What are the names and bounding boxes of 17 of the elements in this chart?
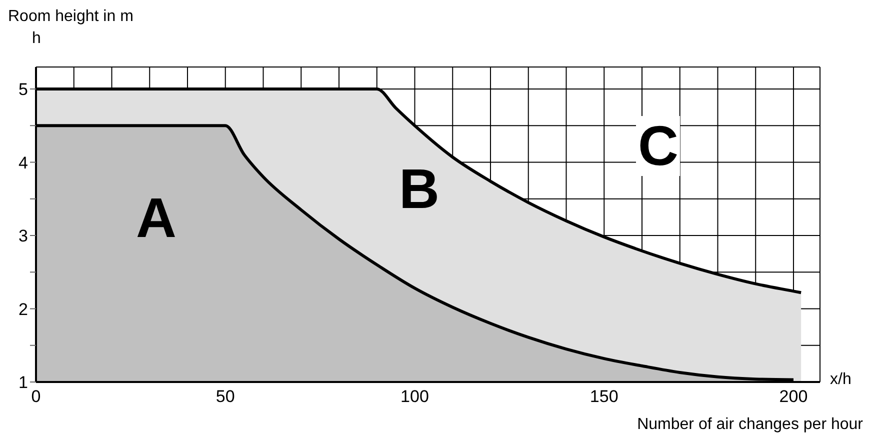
annotation: A bbox=[134, 186, 178, 249]
y-tick-label: 1 bbox=[18, 373, 28, 392]
text: x/h bbox=[830, 371, 852, 389]
x-tick-label: 200 bbox=[779, 387, 808, 406]
y-tick-label: 4 bbox=[18, 153, 28, 172]
annotation: C bbox=[636, 114, 680, 177]
x-tick-label: 0 bbox=[31, 387, 41, 406]
y-tick-label: 5 bbox=[18, 80, 28, 100]
x-tick-label: 50 bbox=[216, 387, 235, 406]
y-axis-title: Room height in m bbox=[8, 8, 134, 26]
annotation: B bbox=[397, 157, 442, 220]
y-tick-label: 2 bbox=[18, 300, 28, 319]
x-tick-label: 150 bbox=[590, 387, 618, 406]
text: h bbox=[32, 30, 41, 48]
x-tick-label: 100 bbox=[400, 387, 429, 406]
y-tick-label: 3 bbox=[18, 226, 28, 246]
x-axis-title: Number of air changes per hour bbox=[637, 416, 863, 434]
